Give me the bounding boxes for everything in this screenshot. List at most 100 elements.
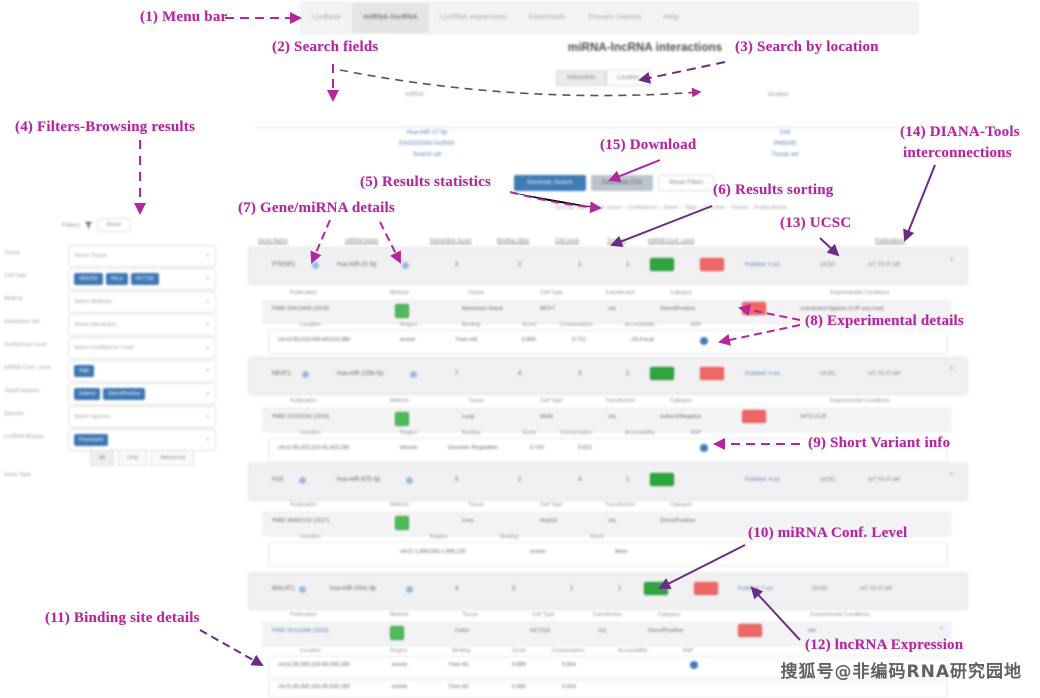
result-gene-name[interactable]: H19 bbox=[272, 477, 284, 483]
experiment-publication[interactable]: PMID 30114388 (2018) bbox=[272, 628, 329, 634]
filter-chip[interactable]: HeLa bbox=[105, 273, 128, 285]
filter-select-tags[interactable]: Indirect Direct/Positive ▾ bbox=[68, 383, 216, 405]
method-badge-icon[interactable] bbox=[395, 516, 409, 530]
result-mirna-name[interactable]: hsa-miR-675-3p bbox=[337, 477, 381, 483]
filter-chip[interactable]: High bbox=[74, 365, 95, 377]
nav-tab-mirna-lncrna[interactable]: miRNA-lncRNA bbox=[352, 3, 429, 33]
snp-info-icon[interactable] bbox=[700, 444, 708, 452]
link-cell[interactable]: Cell bbox=[779, 130, 791, 136]
result-row[interactable] bbox=[248, 463, 968, 501]
filters-reset-button[interactable]: Reset bbox=[96, 218, 132, 232]
filter-chip[interactable]: Indirect bbox=[74, 388, 101, 400]
col-header-cell-lines[interactable]: Cell Lines bbox=[555, 238, 580, 244]
diana-tools-links[interactable]: mT TS tT mP bbox=[868, 477, 901, 483]
collapse-chevron-icon[interactable]: ▴ bbox=[950, 471, 954, 477]
filter-chip[interactable]: HEK293 bbox=[74, 273, 103, 285]
col-header-mirna[interactable]: miRNA Name bbox=[345, 238, 379, 244]
results-action-bar[interactable]: Generate Search Download CSV Reset Filte… bbox=[514, 175, 715, 191]
method-badge-icon[interactable] bbox=[395, 304, 409, 318]
snp-info-icon[interactable] bbox=[690, 661, 698, 669]
experiment-publication[interactable]: PMID 31220192 (2019) bbox=[272, 414, 330, 420]
col-header-gene[interactable]: Gene Name bbox=[258, 238, 288, 244]
result-gene-name[interactable]: MALAT1 bbox=[272, 586, 295, 592]
ucsc-link[interactable]: UCSC bbox=[820, 477, 836, 483]
filter-chip[interactable]: Processed bbox=[74, 434, 108, 446]
filter-select-interaction[interactable]: Select Interaction ▾ bbox=[68, 314, 216, 336]
result-gene-name[interactable]: NEAT1 bbox=[272, 371, 291, 377]
snp-info-icon[interactable] bbox=[700, 337, 708, 345]
nav-tab-downloads[interactable]: Downloads bbox=[528, 14, 566, 21]
filter-chip[interactable]: HCT116 bbox=[130, 273, 159, 285]
lncrna-expression-badge[interactable] bbox=[694, 582, 718, 595]
reset-filters-button[interactable]: Reset Filters bbox=[658, 175, 715, 191]
col-header-sites[interactable]: Binding Sites bbox=[497, 238, 530, 244]
mirna-confidence-badge[interactable] bbox=[650, 367, 674, 380]
filter-select-confidence[interactable]: Select Confidence Level ▾ bbox=[68, 337, 216, 359]
lncrna-expression-badge[interactable] bbox=[738, 624, 762, 637]
link-pmid[interactable]: PMID/ID bbox=[773, 141, 797, 147]
publications-link[interactable]: PubMed: 7 art. bbox=[738, 586, 775, 592]
col-header-publications[interactable]: Publications bbox=[875, 238, 905, 244]
nav-tab-help[interactable]: Help bbox=[663, 14, 680, 21]
diana-tools-links[interactable]: mT TS tT mP bbox=[868, 262, 901, 268]
filter-scope-only[interactable]: Only bbox=[118, 450, 148, 466]
mirna-confidence-badge[interactable] bbox=[650, 258, 674, 271]
binding-site-row[interactable] bbox=[268, 438, 948, 462]
mirna-confidence-badge[interactable] bbox=[644, 582, 668, 595]
link-lncrna-id[interactable]: ENSG00000 lncRNA bbox=[399, 141, 455, 147]
result-mirna-name[interactable]: hsa-miR-125b-5p bbox=[337, 371, 384, 377]
filter-scope-all[interactable]: All bbox=[90, 450, 115, 466]
experiment-publication[interactable]: PMID 28462132 (2017) bbox=[272, 518, 330, 524]
collapse-chevron-icon[interactable]: ▴ bbox=[950, 365, 954, 371]
filter-select-mirna-conf[interactable]: High ▾ bbox=[68, 360, 216, 382]
link-search-set[interactable]: Search set bbox=[412, 152, 442, 158]
toggle-location[interactable]: Location bbox=[606, 70, 651, 86]
publications-link[interactable]: PubMed: 9 art. bbox=[745, 371, 782, 377]
result-row[interactable] bbox=[248, 572, 968, 610]
experiment-row[interactable] bbox=[262, 622, 952, 646]
lncrna-expression-badge[interactable] bbox=[700, 367, 724, 380]
col-header-tissues[interactable]: Tissues bbox=[607, 238, 626, 244]
lncrna-expression-badge[interactable] bbox=[700, 258, 724, 271]
filter-select-biotype[interactable]: Processed ▾ bbox=[68, 429, 216, 451]
method-badge-icon[interactable] bbox=[395, 412, 409, 426]
filter-scope-buttons[interactable]: All Only Advanced bbox=[90, 450, 194, 466]
result-row[interactable] bbox=[248, 247, 968, 285]
result-mirna-name[interactable]: hsa-miR-200c-3p bbox=[330, 586, 377, 592]
diana-tools-links[interactable]: mT TS tT mP bbox=[860, 586, 893, 592]
search-mode-toggle[interactable]: Interaction Location bbox=[556, 70, 651, 86]
lncrna-expression-badge[interactable] bbox=[742, 302, 766, 315]
filter-select-method[interactable]: Select Methods ▾ bbox=[68, 291, 216, 313]
info-icon[interactable] bbox=[299, 477, 306, 484]
experiment-row[interactable] bbox=[262, 408, 952, 432]
result-links-left[interactable]: Hsa-miR-17-5p ENSG00000 lncRNA Search se… bbox=[372, 128, 482, 161]
filter-select-tissue[interactable]: Select Tissue ▾ bbox=[68, 245, 216, 267]
binding-site-row[interactable] bbox=[268, 330, 948, 354]
info-icon[interactable] bbox=[410, 371, 417, 378]
filter-scope-advanced[interactable]: Advanced bbox=[151, 450, 194, 466]
filter-select-species[interactable]: Select Species ▾ bbox=[68, 406, 216, 428]
binding-site-row[interactable] bbox=[268, 656, 948, 678]
experiment-row[interactable] bbox=[262, 512, 952, 536]
method-badge-icon[interactable] bbox=[390, 626, 404, 640]
generate-search-button[interactable]: Generate Search bbox=[514, 175, 586, 191]
info-icon[interactable] bbox=[302, 371, 309, 378]
nav-tab-tissues-classes[interactable]: Tissues classes bbox=[587, 14, 642, 21]
link-tissue-set[interactable]: Tissue set bbox=[771, 152, 799, 158]
ucsc-link[interactable]: UCSC bbox=[820, 371, 836, 377]
result-mirna-name[interactable]: hsa-miR-21-5p bbox=[337, 262, 377, 268]
results-sorting-bar[interactable]: Sort by: Interaction score ↕ Confidence … bbox=[555, 205, 787, 211]
ucsc-link[interactable]: UCSC bbox=[820, 262, 836, 268]
info-icon[interactable] bbox=[312, 262, 319, 269]
info-icon[interactable] bbox=[406, 477, 413, 484]
diana-tools-links[interactable]: mT TS tT mP bbox=[868, 371, 901, 377]
result-links-right[interactable]: Cell PMID/ID Tissue set bbox=[745, 128, 825, 161]
search-input-location[interactable]: location bbox=[768, 92, 789, 98]
experiment-row[interactable] bbox=[262, 300, 952, 324]
nav-tab-lncbase[interactable]: LncBase bbox=[312, 14, 342, 21]
col-header-mirna-conf[interactable]: miRNA Conf. Level bbox=[648, 238, 695, 244]
menu-bar[interactable]: LncBase miRNA-lncRNA LncRNA expression D… bbox=[300, 2, 918, 34]
publications-link[interactable]: PubMed: 4 art. bbox=[745, 477, 782, 483]
toggle-interaction[interactable]: Interaction bbox=[556, 70, 607, 86]
ucsc-link[interactable]: UCSC bbox=[812, 586, 828, 592]
